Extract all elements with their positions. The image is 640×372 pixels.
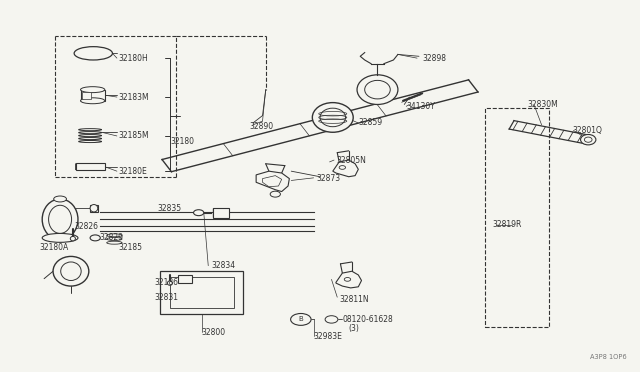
Ellipse shape (344, 278, 351, 281)
Text: 32186: 32186 (154, 278, 178, 287)
Ellipse shape (193, 210, 204, 216)
Ellipse shape (81, 87, 105, 93)
Ellipse shape (79, 132, 102, 134)
Ellipse shape (168, 281, 173, 285)
Ellipse shape (70, 236, 76, 241)
Text: 32826: 32826 (74, 222, 98, 231)
Ellipse shape (339, 166, 346, 169)
Bar (161, 271, 243, 314)
Ellipse shape (320, 108, 346, 127)
Ellipse shape (74, 46, 113, 60)
Text: 32180H: 32180H (119, 54, 148, 62)
Ellipse shape (61, 262, 81, 280)
Ellipse shape (42, 234, 78, 242)
Text: 32873: 32873 (317, 174, 341, 183)
Text: 32185M: 32185M (119, 131, 150, 141)
Text: 34130Y: 34130Y (406, 102, 435, 111)
Text: 32811N: 32811N (339, 295, 369, 304)
Ellipse shape (79, 138, 102, 140)
Ellipse shape (79, 141, 102, 142)
Text: 32801Q: 32801Q (572, 126, 602, 135)
Ellipse shape (312, 103, 353, 132)
Text: 32185: 32185 (119, 243, 143, 251)
Ellipse shape (357, 75, 398, 105)
Ellipse shape (79, 135, 102, 137)
Bar (76, 163, 105, 170)
Bar (83, 92, 92, 99)
Text: 32830M: 32830M (527, 100, 558, 109)
Text: 32800: 32800 (202, 328, 226, 337)
Bar (178, 275, 192, 283)
Text: B: B (298, 317, 303, 323)
Text: A3P8 1OP6: A3P8 1OP6 (590, 354, 627, 360)
Text: 32829: 32829 (100, 233, 124, 243)
Ellipse shape (54, 196, 67, 202)
Polygon shape (336, 271, 362, 288)
Text: 32834: 32834 (211, 261, 236, 270)
Ellipse shape (53, 256, 89, 286)
Ellipse shape (42, 199, 78, 240)
Ellipse shape (291, 314, 311, 326)
Text: 32859: 32859 (358, 119, 383, 128)
Polygon shape (333, 160, 358, 177)
Text: 32898: 32898 (422, 54, 446, 62)
Ellipse shape (270, 191, 280, 197)
Text: 32805N: 32805N (336, 155, 366, 164)
Ellipse shape (325, 316, 338, 323)
Bar (484, 108, 548, 327)
Ellipse shape (81, 98, 105, 104)
Text: 32819R: 32819R (492, 221, 522, 230)
Ellipse shape (580, 135, 596, 145)
Ellipse shape (79, 129, 102, 131)
Text: (3): (3) (349, 324, 360, 333)
Ellipse shape (90, 205, 98, 212)
Text: 32983E: 32983E (314, 331, 342, 341)
Bar (81, 90, 105, 101)
Ellipse shape (49, 205, 72, 234)
Bar (170, 277, 234, 308)
Text: 32835: 32835 (157, 204, 181, 213)
Bar (90, 205, 98, 212)
Bar (213, 208, 229, 218)
Text: 32180A: 32180A (39, 243, 68, 251)
Text: 08120-61628: 08120-61628 (342, 315, 393, 324)
Text: 32890: 32890 (250, 122, 274, 131)
Text: 32831: 32831 (154, 293, 178, 302)
Polygon shape (262, 176, 282, 187)
Ellipse shape (584, 137, 592, 142)
Text: 32183M: 32183M (119, 93, 150, 102)
Ellipse shape (90, 235, 100, 241)
Text: 32180: 32180 (170, 137, 194, 146)
Polygon shape (256, 171, 289, 192)
Text: 32180E: 32180E (119, 167, 148, 176)
Ellipse shape (365, 80, 390, 99)
